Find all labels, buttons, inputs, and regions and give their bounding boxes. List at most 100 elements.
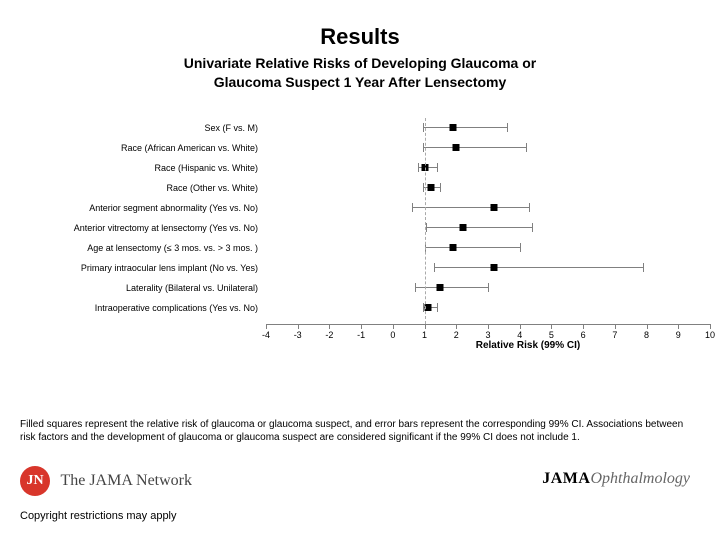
axis-tick <box>647 324 648 329</box>
error-bar <box>415 287 488 288</box>
error-cap-right <box>488 283 489 292</box>
error-cap-left <box>426 223 427 232</box>
point-estimate <box>459 224 466 231</box>
axis-tick-label: 6 <box>568 330 598 340</box>
forest-row: Intraoperative complications (Yes vs. No… <box>10 298 710 318</box>
axis-tick-label: 5 <box>536 330 566 340</box>
x-axis-label: Relative Risk (99% CI) <box>428 340 628 351</box>
forest-row: Primary intraocular lens implant (No vs.… <box>10 258 710 278</box>
forest-row: Laterality (Bilateral vs. Unilateral) <box>10 278 710 298</box>
error-cap-left <box>412 203 413 212</box>
error-bar <box>423 127 507 128</box>
axis-tick <box>615 324 616 329</box>
row-label: Anterior segment abnormality (Yes vs. No… <box>10 198 264 218</box>
figure-caption: Filled squares represent the relative ri… <box>20 418 700 444</box>
subtitle-line-1: Univariate Relative Risks of Developing … <box>184 55 536 71</box>
error-cap-right <box>532 223 533 232</box>
row-label: Primary intraocular lens implant (No vs.… <box>10 258 264 278</box>
forest-plot: Sex (F vs. M)Race (African American vs. … <box>10 118 710 388</box>
jama-network-text: The JAMA Network <box>60 472 192 490</box>
axis-tick-label: 3 <box>473 330 503 340</box>
row-plot <box>266 258 710 278</box>
row-label: Race (African American vs. White) <box>10 138 264 158</box>
axis-tick-label: -2 <box>314 330 344 340</box>
error-cap-right <box>520 243 521 252</box>
row-label: Laterality (Bilateral vs. Unilateral) <box>10 278 264 298</box>
axis-tick-label: 2 <box>441 330 471 340</box>
row-label: Anterior vitrectomy at lensectomy (Yes v… <box>10 218 264 238</box>
row-plot <box>266 158 710 178</box>
error-cap-left <box>434 263 435 272</box>
forest-row: Sex (F vs. M) <box>10 118 710 138</box>
error-bar <box>434 267 643 268</box>
axis-tick <box>266 324 267 329</box>
point-estimate <box>427 184 434 191</box>
axis-tick-label: -3 <box>283 330 313 340</box>
point-estimate <box>437 284 444 291</box>
row-label: Race (Other vs. White) <box>10 178 264 198</box>
page-title: Results <box>0 24 720 50</box>
forest-row: Race (Hispanic vs. White) <box>10 158 710 178</box>
row-label: Intraoperative complications (Yes vs. No… <box>10 298 264 318</box>
row-plot <box>266 238 710 258</box>
point-estimate <box>450 244 457 251</box>
error-cap-right <box>440 183 441 192</box>
axis-tick <box>488 324 489 329</box>
error-bar <box>426 227 532 228</box>
row-plot <box>266 218 710 238</box>
error-cap-left <box>418 163 419 172</box>
row-label: Age at lensectomy (≤ 3 mos. vs. > 3 mos.… <box>10 238 264 258</box>
error-cap-right <box>437 163 438 172</box>
page-subtitle: Univariate Relative Risks of Developing … <box>0 54 720 92</box>
subtitle-line-2: Glaucoma Suspect 1 Year After Lensectomy <box>214 74 507 90</box>
error-bar <box>425 247 520 248</box>
slide: Results Univariate Relative Risks of Dev… <box>0 0 720 540</box>
point-estimate <box>450 124 457 131</box>
axis-tick <box>678 324 679 329</box>
error-cap-right <box>529 203 530 212</box>
error-cap-right <box>526 143 527 152</box>
axis-tick-label: 1 <box>410 330 440 340</box>
axis-tick-label: 8 <box>632 330 662 340</box>
axis-tick <box>298 324 299 329</box>
axis-tick-label: 10 <box>695 330 720 340</box>
forest-row: Race (African American vs. White) <box>10 138 710 158</box>
error-cap-right <box>437 303 438 312</box>
jama-badge-icon: JN <box>20 466 50 496</box>
axis-tick-label: 4 <box>505 330 535 340</box>
row-label: Race (Hispanic vs. White) <box>10 158 264 178</box>
point-estimate <box>491 204 498 211</box>
error-cap-left <box>415 283 416 292</box>
error-bar <box>423 147 526 148</box>
axis-tick-label: -4 <box>251 330 281 340</box>
axis-tick <box>456 324 457 329</box>
error-bar <box>412 207 529 208</box>
forest-row: Anterior vitrectomy at lensectomy (Yes v… <box>10 218 710 238</box>
point-estimate <box>453 144 460 151</box>
axis-tick <box>710 324 711 329</box>
row-plot <box>266 298 710 318</box>
row-plot <box>266 198 710 218</box>
axis-tick-label: -1 <box>346 330 376 340</box>
journal-strong: JAMA <box>542 470 590 487</box>
axis-tick <box>425 324 426 329</box>
forest-row: Age at lensectomy (≤ 3 mos. vs. > 3 mos.… <box>10 238 710 258</box>
axis-tick-label: 7 <box>600 330 630 340</box>
forest-row: Race (Other vs. White) <box>10 178 710 198</box>
copyright-text: Copyright restrictions may apply <box>20 510 177 522</box>
axis-tick <box>361 324 362 329</box>
axis-tick <box>551 324 552 329</box>
row-plot <box>266 138 710 158</box>
axis-tick <box>329 324 330 329</box>
forest-row: Anterior segment abnormality (Yes vs. No… <box>10 198 710 218</box>
journal-thin: Ophthalmology <box>590 470 690 487</box>
error-cap-right <box>643 263 644 272</box>
axis-tick-label: 0 <box>378 330 408 340</box>
axis-tick <box>393 324 394 329</box>
branding-row: JN The JAMA Network JAMAOphthalmology <box>20 466 700 500</box>
row-plot <box>266 118 710 138</box>
forest-rows: Sex (F vs. M)Race (African American vs. … <box>10 118 710 318</box>
reference-line <box>425 118 426 324</box>
row-plot <box>266 278 710 298</box>
row-plot <box>266 178 710 198</box>
